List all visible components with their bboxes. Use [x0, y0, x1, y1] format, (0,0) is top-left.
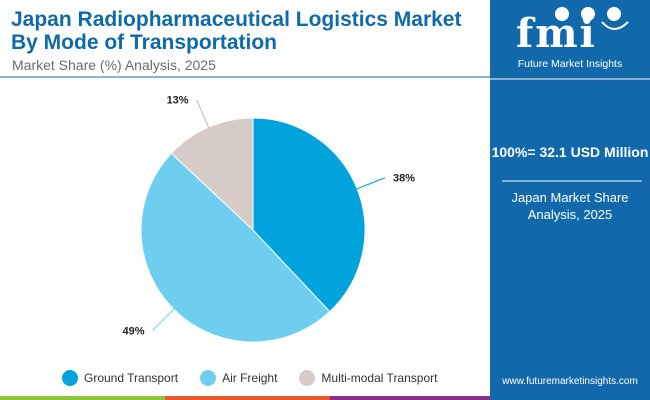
legend-item-multi-modal-transport: Multi-modal Transport — [299, 370, 437, 386]
legend-item-air-freight: Air Freight — [200, 370, 277, 386]
leader-line — [355, 177, 386, 190]
website-url[interactable]: www.futuremarketinsights.com — [502, 376, 638, 387]
chart-subtitle: Market Share (%) Analysis, 2025 — [12, 57, 216, 73]
globe-icons — [555, 7, 629, 30]
logo-text: Future Market Insights — [517, 58, 623, 70]
bottom-bar-green — [0, 396, 165, 400]
fmi-logo: fmi Future Market Insights — [490, 0, 650, 78]
data-label: 13% — [167, 95, 189, 107]
sidebar-divider — [502, 180, 642, 182]
legend-dot-icon — [299, 370, 316, 386]
data-label: 49% — [123, 325, 145, 337]
sidebar-panel: fmi Future Market Insights 100%= 32.1 US… — [490, 0, 650, 400]
leader-line — [196, 99, 210, 130]
total-market-value: 100%= 32.1 USD Million — [491, 144, 649, 160]
data-label: 38% — [393, 173, 415, 185]
legend-label: Ground Transport — [84, 371, 179, 385]
header-divider — [0, 76, 490, 78]
sidebar-subtitle: Japan Market Share Analysis, 2025 — [511, 190, 629, 222]
legend-dot-icon — [200, 370, 217, 386]
legend-label: Multi-modal Transport — [321, 371, 438, 385]
legend: Ground Transport Air Freight Multi-modal… — [62, 370, 459, 386]
logo-letters: fmi — [516, 10, 597, 57]
pie-chart: 38% 49% 13% — [123, 95, 415, 343]
bottom-bar-orange — [165, 396, 330, 400]
legend-item-ground-transport: Ground Transport — [62, 370, 178, 386]
bottom-bar-purple — [330, 396, 490, 400]
legend-label: Air Freight — [222, 371, 278, 385]
logo-divider — [490, 78, 650, 80]
leader-line — [152, 307, 176, 331]
legend-dot-icon — [62, 370, 78, 386]
chart-title: Japan Radiopharmaceutical Logistics Mark… — [11, 8, 462, 54]
